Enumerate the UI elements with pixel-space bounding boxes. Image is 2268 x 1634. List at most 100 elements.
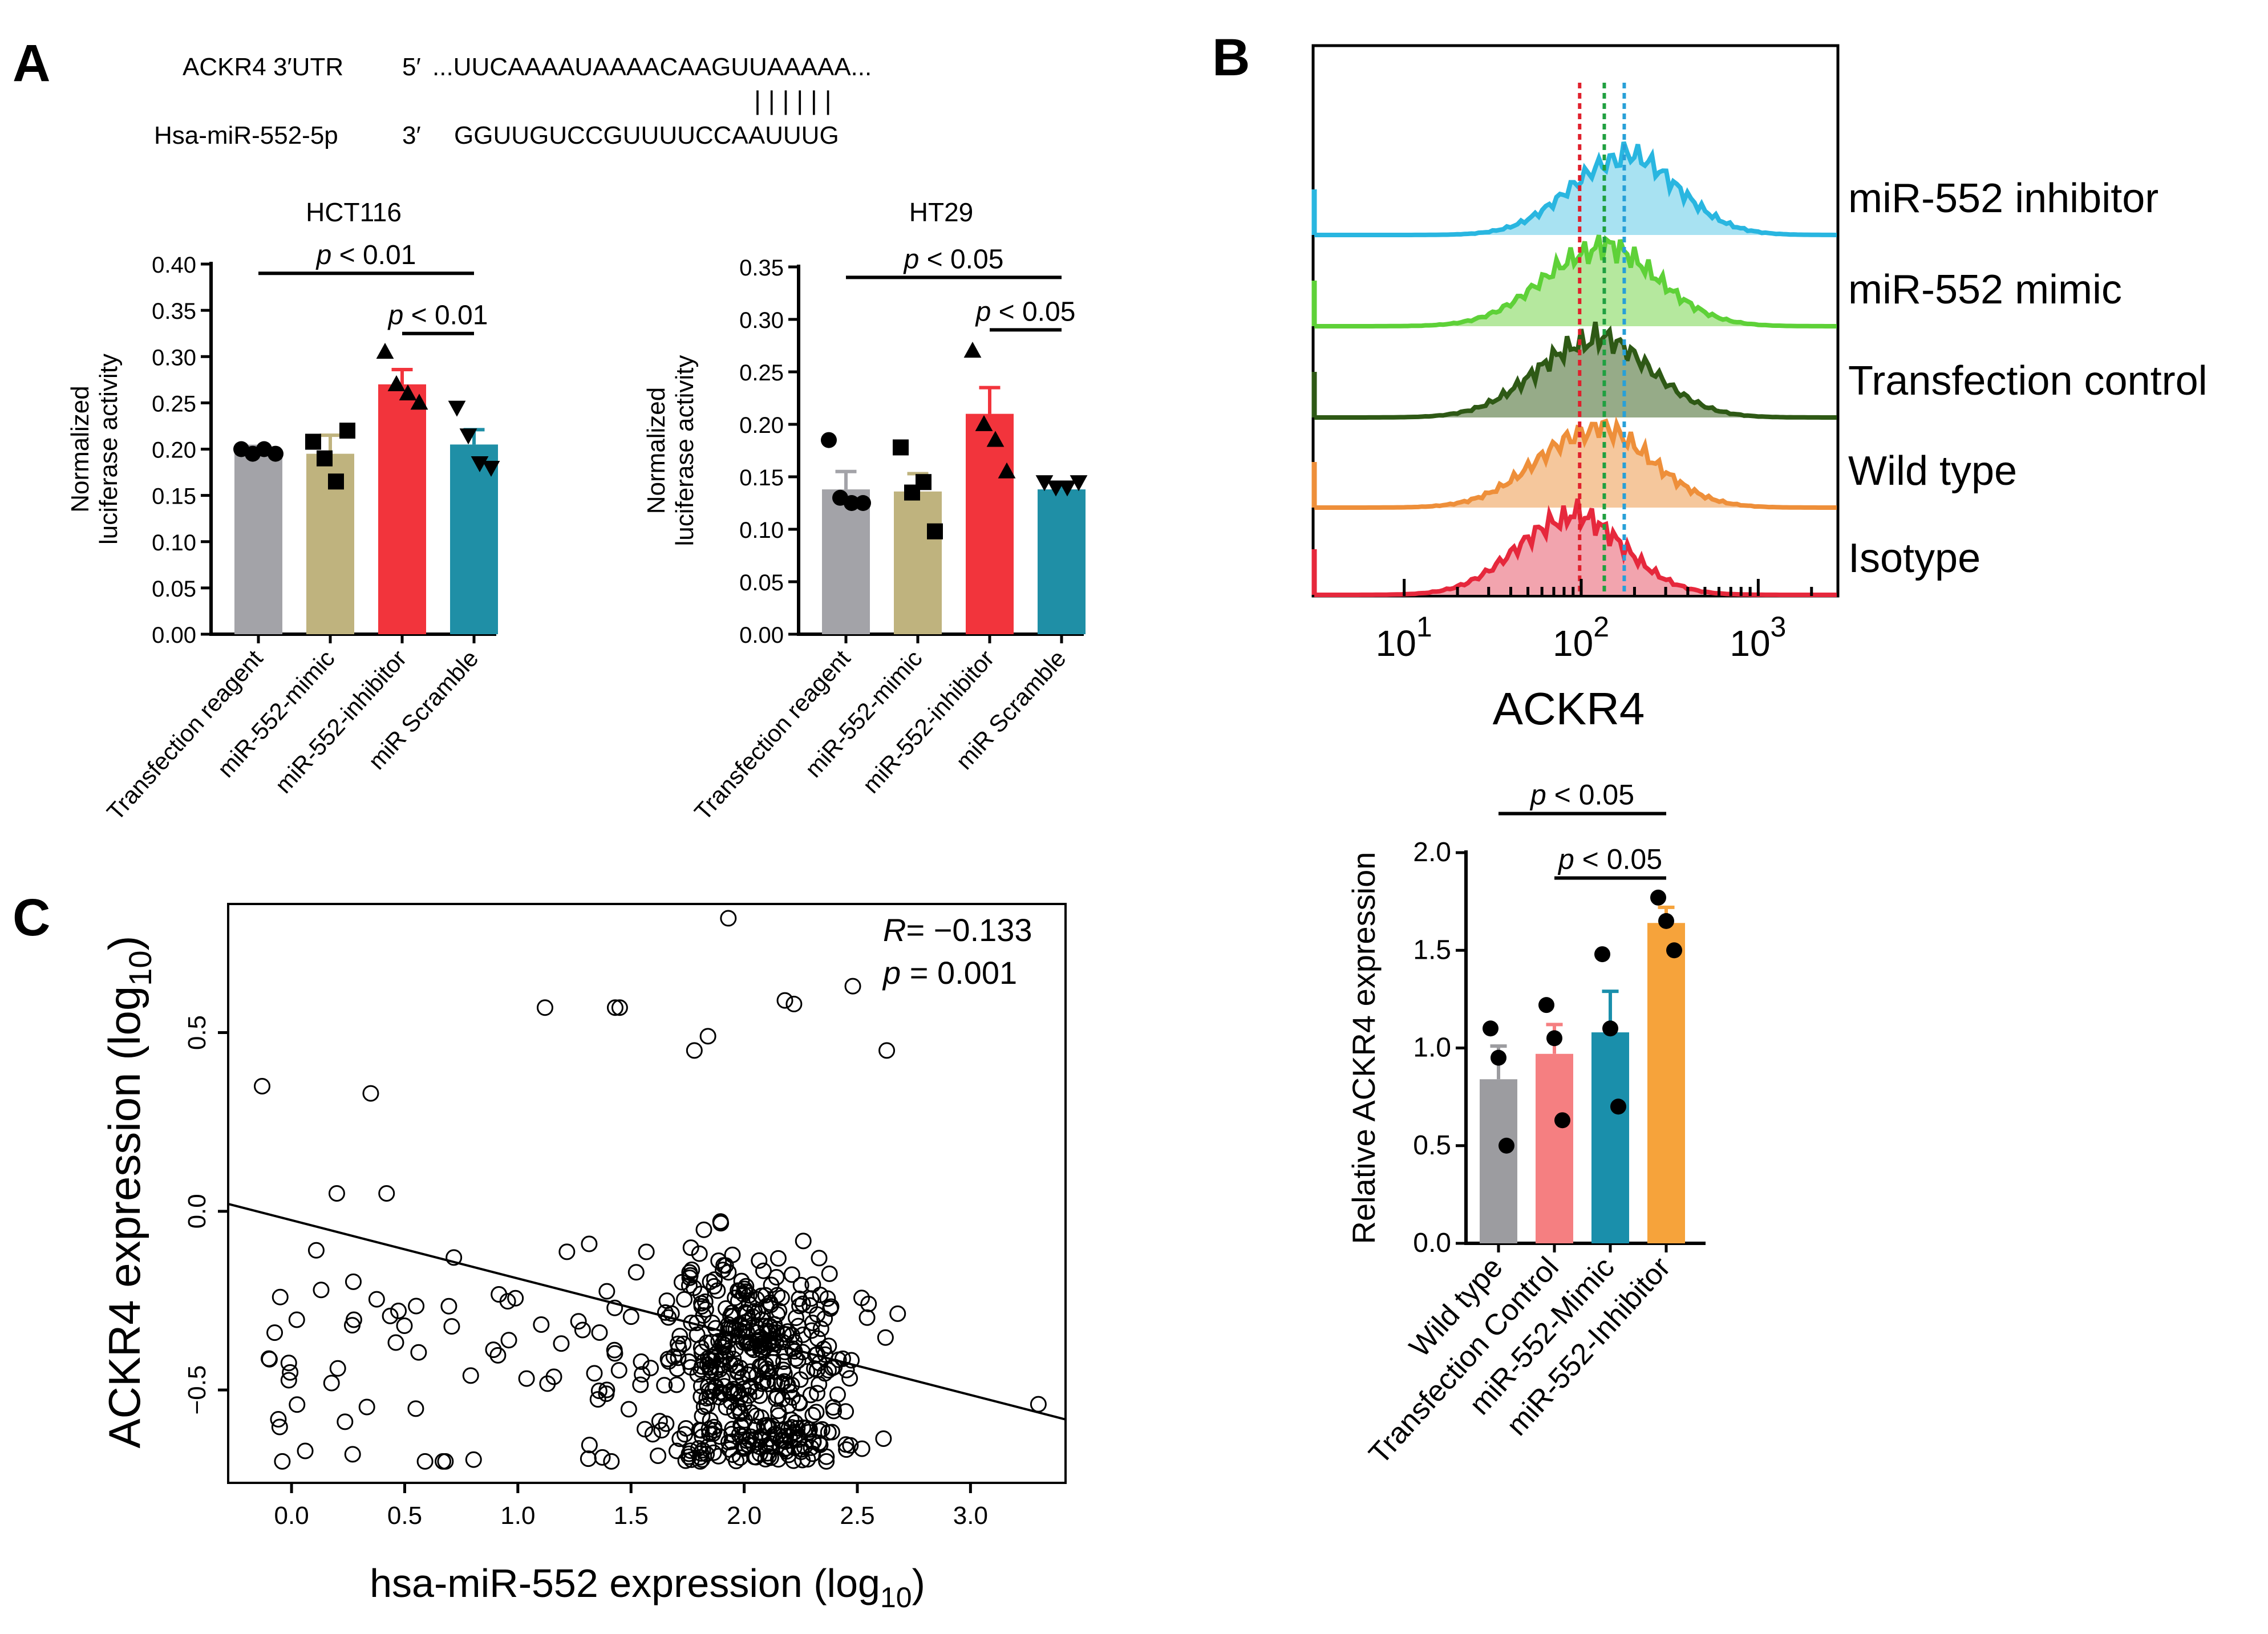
y-tick-label: 2.0 — [1413, 837, 1451, 867]
data-point — [889, 1305, 906, 1322]
data-point — [769, 1426, 786, 1444]
data-point — [731, 1403, 748, 1420]
data-point — [288, 1311, 305, 1328]
data-point — [695, 1221, 712, 1238]
x-tick-label: 2.0 — [727, 1502, 762, 1530]
bar — [234, 452, 282, 634]
data-point — [720, 1320, 737, 1337]
data-point — [748, 1407, 765, 1424]
y-tick-label: 0.40 — [152, 253, 196, 278]
data-point — [671, 1430, 688, 1448]
y-tick-label: 0.15 — [739, 465, 784, 490]
data-point — [1058, 480, 1076, 497]
data-point — [818, 1453, 835, 1470]
data-point — [410, 1344, 427, 1361]
data-point — [416, 1453, 434, 1470]
data-point — [399, 384, 417, 401]
data-point — [758, 1298, 775, 1315]
data-point — [740, 1366, 757, 1383]
data-point — [1030, 1396, 1047, 1413]
data-point — [711, 1361, 728, 1378]
data-point — [724, 1246, 741, 1263]
data-point — [844, 495, 860, 511]
y-tick-label: 0.00 — [152, 623, 196, 648]
data-point — [837, 1403, 854, 1420]
data-point — [703, 1314, 720, 1331]
mir-sequence: GGUUGUCCGUUUUCCAAUUUG — [454, 121, 839, 149]
data-point — [598, 1385, 615, 1402]
data-point — [1035, 475, 1054, 492]
data-point — [482, 461, 500, 477]
data-point — [793, 1444, 810, 1461]
data-point — [581, 1437, 598, 1454]
data-point — [776, 1365, 793, 1382]
data-point — [328, 473, 344, 490]
data-point — [376, 343, 394, 359]
data-point — [698, 1334, 715, 1351]
data-point — [812, 1286, 829, 1303]
y-tick-label: 0.25 — [739, 360, 784, 386]
chart-scatter: 0.0 0.5 1.0 1.5 2.0 2.5 3.0 −0.5 0.0 0.5 R= −0.133… — [99, 903, 1067, 1613]
data-point — [706, 1278, 723, 1295]
bar — [1480, 1079, 1517, 1243]
x-tick-label: miR-552-inhibitor — [857, 645, 999, 798]
x-tick-label: 2.5 — [840, 1502, 874, 1530]
data-point — [742, 1363, 759, 1380]
y-tick-label: 0.15 — [152, 484, 196, 509]
data-point — [734, 1428, 751, 1445]
legend-label: Transfection control — [1848, 358, 2208, 404]
data-point — [594, 1449, 611, 1466]
data-point — [437, 1453, 454, 1470]
data-point — [650, 1447, 667, 1464]
x-tick-label: 1.0 — [500, 1502, 535, 1530]
x-axis-label: hsa-miR-552 expression (log10) — [370, 1561, 925, 1613]
data-point — [305, 433, 321, 450]
y-tick-label: 1.5 — [1413, 935, 1451, 965]
data-point — [691, 1245, 708, 1262]
data-point — [802, 1386, 819, 1404]
data-point — [611, 999, 628, 1016]
y-tick-label: 1.0 — [1413, 1033, 1451, 1063]
y-tick-label: −0.5 — [183, 1365, 211, 1415]
data-point — [606, 1345, 623, 1362]
data-point — [975, 415, 993, 431]
panel-label-c: C — [13, 889, 50, 947]
data-point — [344, 1446, 361, 1463]
mir-end: 3′ — [402, 121, 421, 149]
x-tick-label: 102 — [1553, 611, 1609, 664]
data-point — [603, 1453, 620, 1470]
data-point — [723, 1304, 740, 1321]
bar — [1536, 1053, 1573, 1243]
utr-name: ACKR4 3′UTR — [183, 53, 343, 81]
data-point — [677, 1426, 694, 1443]
data-point — [408, 1298, 425, 1315]
y-axis-label: Normalized — [66, 386, 94, 513]
data-point — [893, 439, 909, 456]
bar — [966, 413, 1014, 634]
data-point — [760, 1363, 777, 1380]
data-point — [821, 1265, 838, 1282]
data-point — [795, 1232, 812, 1250]
data-point — [656, 1377, 673, 1394]
data-point — [606, 1299, 623, 1316]
data-point — [875, 1430, 892, 1447]
data-point — [808, 1404, 825, 1421]
bar — [1591, 1032, 1629, 1243]
histogram-line — [1314, 416, 1837, 510]
data-point — [770, 1250, 787, 1267]
histogram-fill — [1314, 498, 1837, 595]
data-point — [823, 1424, 840, 1441]
data-point — [701, 1389, 718, 1406]
data-point — [877, 1329, 894, 1346]
panel-label-b: B — [1212, 29, 1250, 87]
data-point — [776, 1373, 793, 1390]
data-point — [657, 1304, 674, 1321]
data-point — [387, 375, 406, 391]
x-tick-label: 103 — [1730, 611, 1786, 664]
stat-r: R= −0.133 — [883, 912, 1032, 948]
data-point — [638, 1243, 655, 1260]
histogram-fill — [1314, 421, 1837, 508]
data-point — [280, 1372, 297, 1389]
data-point — [927, 523, 943, 540]
